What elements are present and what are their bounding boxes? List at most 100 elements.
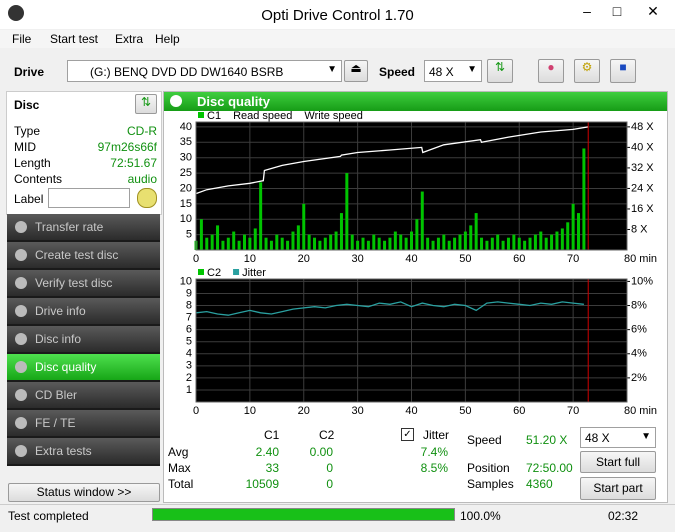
bar (339, 213, 343, 250)
menu-item[interactable]: Extra (115, 32, 144, 46)
y2-tick-label: 10% (631, 275, 653, 287)
stats-row-label: Max (168, 461, 191, 475)
y-tick-label: 9 (186, 287, 192, 299)
bar (356, 240, 360, 250)
y-tick-label: 4 (186, 348, 192, 360)
nav-label: Verify test disc (35, 276, 113, 290)
y-tick-label: 2 (186, 372, 192, 384)
y-tick-label: 15 (180, 198, 192, 210)
nav-button[interactable]: Extra tests (7, 438, 160, 466)
maximize[interactable]: □ (612, 3, 622, 19)
dropdown-arrow: ▼ (467, 64, 477, 75)
nav-button[interactable]: Transfer rate (7, 214, 160, 242)
settings-button[interactable]: ⚙ (574, 59, 600, 83)
bar (447, 240, 451, 250)
x-tick-label: 60 (513, 405, 525, 417)
speed-value: 51.20 X (526, 433, 568, 447)
bar (571, 203, 575, 250)
bar (490, 237, 494, 250)
y-tick-label: 35 (180, 136, 192, 148)
y-tick-label: 5 (186, 336, 192, 348)
minimize[interactable]: – (583, 3, 591, 19)
stats-value: 2.40 (255, 445, 279, 459)
nav-button[interactable]: FE / TE (7, 410, 160, 438)
nav-button[interactable]: Drive info (7, 298, 160, 326)
bar (345, 173, 349, 250)
nav-button[interactable]: CD Bler (7, 382, 160, 410)
close[interactable]: ✕ (647, 3, 659, 19)
bar (377, 237, 381, 250)
x-tick-label: 40 (405, 405, 417, 417)
bar (232, 231, 236, 250)
dropdown-arrow: ▼ (641, 431, 651, 442)
legend-label: Read speed (233, 110, 292, 122)
menu-item[interactable]: Start test (50, 32, 99, 46)
stats-header: C2 (319, 428, 335, 442)
erase-button[interactable]: ● (538, 59, 564, 83)
nav-button[interactable]: Create test disc (7, 242, 160, 270)
test-speed-select[interactable]: 48 X ▼ (580, 427, 656, 448)
stats-row-label: Avg (168, 445, 189, 459)
x-tick-label: 50 (459, 405, 471, 417)
eject-button[interactable]: ⏏ (344, 60, 368, 82)
bar (458, 234, 462, 250)
nav-icon (15, 333, 27, 345)
window-title: Opti Drive Control 1.70 (261, 7, 414, 24)
status-window-button[interactable]: Status window >> (8, 483, 160, 502)
x-tick-label: 10 (244, 253, 256, 265)
menu-bar (0, 30, 675, 48)
bar (399, 234, 403, 250)
nav-label: Disc info (35, 332, 82, 346)
y-tick-label: 20 (180, 182, 192, 194)
nav-button[interactable]: Disc quality (7, 354, 160, 382)
disc-refresh[interactable]: ⇅ (135, 94, 157, 114)
nav-label: Disc quality (35, 360, 97, 374)
nav-label: Transfer rate (35, 220, 104, 234)
drive-select[interactable]: (G:) BENQ DVD DD DW1640 BSRB ▼ (67, 60, 342, 82)
disc-title: Disc (14, 98, 40, 112)
bar (275, 234, 279, 250)
x-tick-label: 0 (193, 405, 199, 417)
jitter-checkbox[interactable]: ✓ (401, 428, 414, 441)
y2-tick-label: 16 X (631, 203, 654, 215)
bar (393, 231, 397, 250)
bar (366, 240, 370, 250)
disc-field-value: 97m26s66f (97, 140, 157, 154)
nav-button[interactable]: Disc info (7, 326, 160, 354)
bar (506, 237, 510, 250)
bar (550, 234, 554, 250)
save-button[interactable]: ■ (610, 59, 636, 83)
stats-value: 10509 (245, 477, 279, 491)
nav-label: CD Bler (35, 388, 78, 402)
bar (577, 213, 581, 250)
cd-icon (137, 188, 157, 208)
nav-icon (15, 249, 27, 261)
x-tick-label: 0 (193, 253, 199, 265)
y-tick-label: 25 (180, 167, 192, 179)
disc-field-label: Contents (14, 172, 63, 186)
drive-name: (G:) BENQ DVD DD DW1640 BSRB (90, 65, 284, 79)
bar (280, 237, 284, 250)
bar (291, 231, 295, 250)
refresh-button[interactable]: ⇅ (487, 59, 513, 83)
speed-label: Speed (379, 65, 416, 79)
speed-select[interactable]: 48 X ▼ (424, 60, 482, 82)
bar (523, 240, 527, 250)
start-part-button[interactable]: Start part (580, 477, 656, 500)
bar (307, 234, 311, 250)
nav-button[interactable]: Verify test disc (7, 270, 160, 298)
menu-item[interactable]: File (12, 32, 32, 46)
bar (420, 191, 424, 250)
stats-value: 8.5% (420, 461, 448, 475)
legend-label: Jitter (242, 267, 266, 279)
menu-item[interactable]: Help (155, 32, 180, 46)
drive-label: Drive (14, 65, 45, 79)
bar (361, 237, 365, 250)
bar (205, 237, 209, 250)
panel-header: Disc quality (164, 92, 667, 111)
label-input[interactable] (48, 188, 130, 208)
start-full-button[interactable]: Start full (580, 451, 656, 473)
y-tick-label: 3 (186, 360, 192, 372)
bar (248, 237, 252, 250)
x-tick-label: 30 (352, 405, 364, 417)
